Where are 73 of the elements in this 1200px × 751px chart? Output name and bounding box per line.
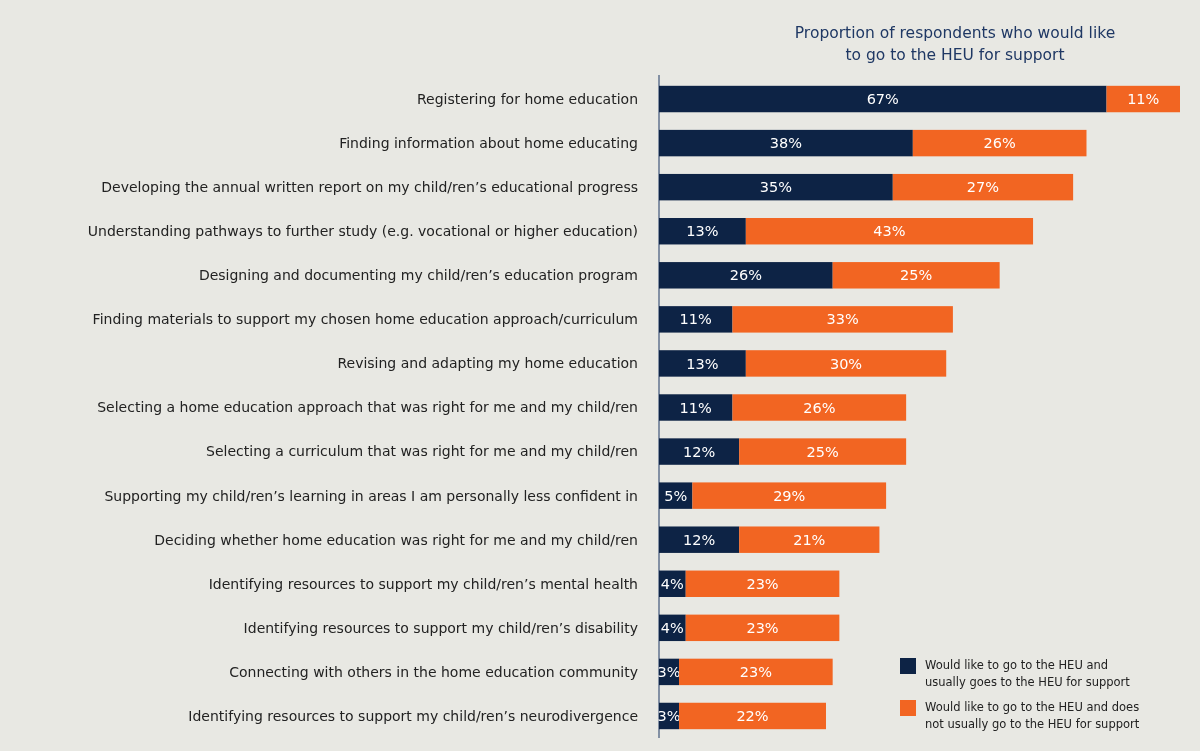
data-label: 13%	[686, 355, 719, 372]
data-label: 29%	[773, 487, 806, 504]
bar	[832, 262, 1000, 289]
bar	[659, 85, 1107, 113]
bar	[739, 526, 880, 553]
bar	[732, 306, 953, 333]
y-tick-label: Supporting my child/ren’s learning in areas I am personally less confident in	[104, 487, 638, 504]
data-label: 43%	[873, 223, 906, 240]
data-label: 67%	[866, 91, 899, 108]
data-label: 5%	[664, 487, 688, 504]
data-label: 3%	[657, 663, 681, 680]
bar	[1106, 85, 1180, 113]
bar	[659, 438, 740, 465]
y-tick-label: Revising and adapting my home education	[337, 355, 638, 372]
data-label: 11%	[1127, 91, 1160, 108]
data-label: 23%	[746, 619, 779, 636]
bar	[679, 702, 826, 730]
y-tick-label: Identifying resources to support my child/ren’s disability	[243, 619, 638, 636]
bar	[659, 218, 746, 245]
legend-label: Would like to go to the HEU and usually goes to the HEU for support	[925, 658, 1131, 689]
data-label: 23%	[739, 663, 772, 680]
bar	[659, 394, 733, 421]
data-label: 25%	[900, 267, 933, 284]
bar	[679, 658, 833, 686]
bar	[659, 350, 746, 377]
y-tick-label: Registering for home education	[416, 90, 638, 107]
data-label: 13%	[686, 223, 719, 240]
y-tick-label: Developing the annual written report on my child/ren’s educational progress	[101, 179, 638, 196]
data-label: 12%	[682, 531, 716, 548]
data-label: 3%	[657, 708, 681, 725]
y-tick-label: Understanding pathways to further study (e.g. vocational or higher education)	[87, 223, 638, 240]
bar	[732, 394, 907, 421]
data-label: 4%	[660, 619, 684, 636]
data-label: 12%	[682, 443, 716, 460]
y-tick-label: Connecting with others in the home education community	[229, 663, 638, 680]
data-label: 27%	[966, 179, 1000, 196]
data-label: 26%	[803, 399, 836, 416]
bar	[659, 306, 733, 333]
data-label: 4%	[660, 575, 684, 592]
data-label: 23%	[746, 575, 779, 592]
bar	[659, 129, 913, 157]
legend-label: Would like to go to the HEU and does not usually go to the HEU for support	[925, 700, 1140, 731]
data-label: 35%	[759, 179, 793, 196]
bar	[692, 482, 887, 509]
data-label: 21%	[793, 531, 826, 548]
bar	[685, 570, 840, 597]
data-label: 11%	[679, 311, 712, 328]
bar	[892, 173, 1074, 201]
bar	[739, 438, 907, 465]
bar	[659, 262, 833, 289]
chart-title: Proportion of respondents who would like to go to the HEU for support	[794, 24, 1116, 64]
data-label: 30%	[829, 355, 863, 372]
bar	[659, 173, 893, 201]
bar	[912, 129, 1087, 157]
data-label: 11%	[679, 399, 712, 416]
bar	[745, 218, 1034, 245]
data-label: 33%	[826, 311, 859, 328]
data-label: 26%	[983, 135, 1016, 152]
y-tick-label: Selecting a home education approach that was right for me and my child/ren	[97, 399, 638, 416]
data-label: 26%	[729, 267, 762, 284]
y-tick-label: Identifying resources to support my child/ren’s mental health	[208, 575, 638, 592]
y-tick-label: Finding materials to support my chosen home education approach/curriculum	[92, 311, 638, 328]
y-tick-label: Designing and documenting my child/ren’s education program	[198, 267, 638, 284]
data-label: 25%	[806, 443, 839, 460]
data-label: 22%	[736, 708, 769, 725]
y-tick-label: Identifying resources to support my child/ren’s neurodivergence	[188, 707, 638, 724]
bar	[685, 614, 840, 642]
y-tick-label: Deciding whether home education was right for me and my child/ren	[154, 531, 638, 548]
bar	[659, 526, 740, 553]
y-tick-label: Selecting a curriculum that was right for me and my child/ren	[206, 443, 638, 460]
data-label: 38%	[769, 135, 803, 152]
bar	[745, 350, 947, 377]
y-tick-label: Finding information about home educating	[339, 135, 638, 151]
